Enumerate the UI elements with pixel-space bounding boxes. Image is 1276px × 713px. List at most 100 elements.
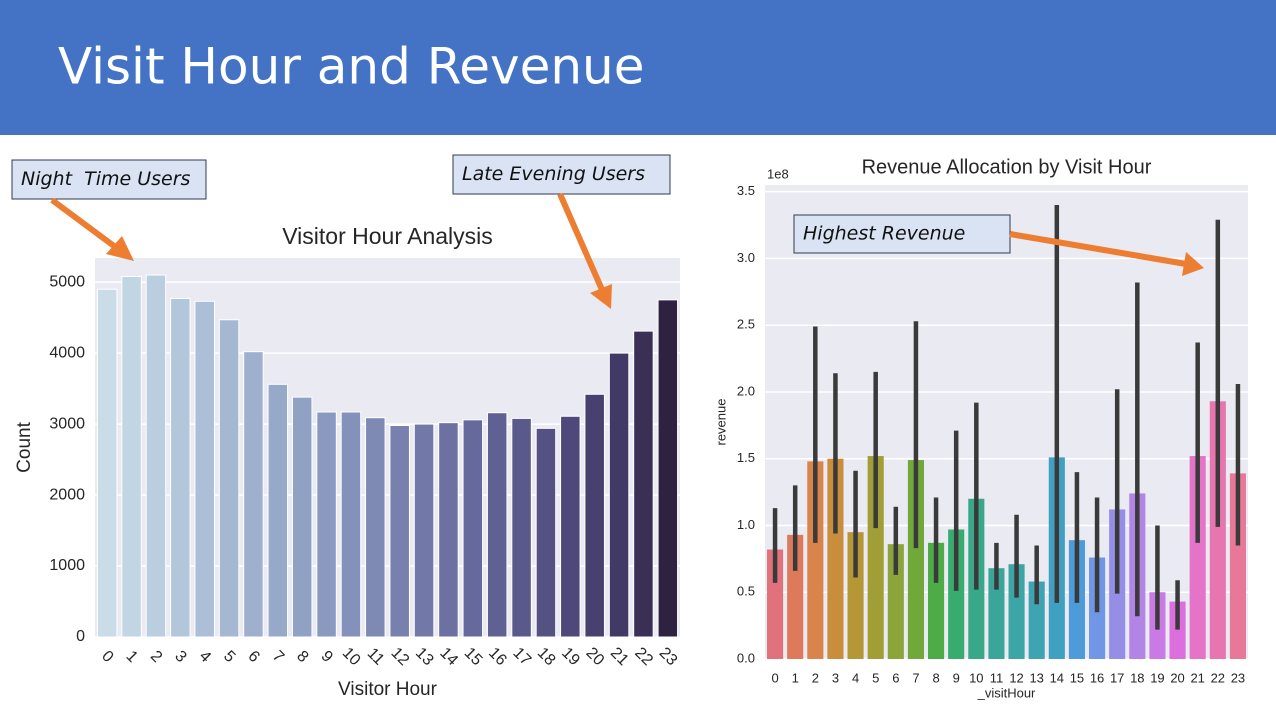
x-tick-label: 5 bbox=[872, 670, 879, 685]
callout-box bbox=[11, 159, 207, 200]
bar bbox=[535, 427, 557, 638]
y-tick-label: 3.5 bbox=[737, 183, 755, 198]
x-axis-label: Visitor Hour bbox=[338, 679, 438, 700]
bar bbox=[486, 412, 508, 638]
x-tick-label: 1 bbox=[123, 648, 141, 666]
bar bbox=[807, 461, 824, 659]
x-axis-label: _visitHour bbox=[977, 685, 1036, 700]
x-tick-label: 13 bbox=[412, 644, 437, 669]
arrow-head bbox=[590, 284, 612, 309]
bar bbox=[389, 424, 410, 638]
bar bbox=[948, 529, 965, 659]
y-tick-label: 4000 bbox=[49, 344, 85, 361]
y-tick-label: 0.5 bbox=[737, 584, 755, 599]
bar bbox=[170, 297, 191, 638]
x-tick-label: 7 bbox=[269, 648, 287, 666]
bar bbox=[438, 422, 459, 638]
callout-box bbox=[793, 214, 1011, 254]
bar bbox=[1169, 601, 1186, 659]
arrow bbox=[557, 192, 606, 294]
y-tick-label: 1.0 bbox=[737, 517, 755, 532]
callout-text: Night Time Users bbox=[21, 168, 191, 190]
x-tick-label: 19 bbox=[558, 644, 583, 669]
arrow bbox=[50, 197, 120, 252]
bar bbox=[194, 300, 215, 638]
x-tick-label: 3 bbox=[832, 670, 839, 685]
y-tick-label: 3000 bbox=[49, 415, 85, 432]
x-tick-label: 16 bbox=[485, 644, 510, 669]
bar bbox=[365, 417, 386, 638]
arrow-head bbox=[1182, 252, 1204, 276]
bar bbox=[291, 396, 313, 638]
x-tick-label: 2 bbox=[147, 648, 165, 666]
bar bbox=[867, 456, 884, 659]
x-tick-label: 14 bbox=[1050, 670, 1064, 685]
bar bbox=[121, 275, 142, 638]
x-tick-label: 10 bbox=[969, 670, 983, 685]
x-tick-label: 18 bbox=[534, 644, 559, 669]
bar bbox=[1028, 581, 1045, 659]
arrow bbox=[1009, 231, 1187, 267]
y-tick-label: 0 bbox=[76, 628, 85, 645]
bar bbox=[584, 393, 605, 638]
bar bbox=[633, 330, 654, 638]
x-tick-label: 9 bbox=[953, 670, 960, 685]
bar bbox=[96, 288, 118, 638]
plot-area bbox=[95, 258, 680, 637]
y-tick-label: 5000 bbox=[49, 273, 85, 290]
bar bbox=[657, 299, 679, 638]
x-tick-label: 15 bbox=[461, 644, 486, 669]
y-tick-label: 1000 bbox=[49, 557, 85, 574]
bar bbox=[218, 319, 240, 638]
chart-title: Visitor Hour Analysis bbox=[282, 223, 493, 249]
chart-title: Revenue Allocation by Visit Hour bbox=[862, 156, 1152, 178]
x-tick-label: 17 bbox=[1110, 670, 1124, 685]
bar bbox=[316, 411, 337, 638]
bar bbox=[145, 274, 167, 638]
bar bbox=[267, 383, 289, 638]
x-tick-label: 12 bbox=[388, 644, 413, 669]
x-tick-label: 23 bbox=[1231, 670, 1245, 685]
x-tick-label: 13 bbox=[1029, 670, 1043, 685]
bar bbox=[1008, 564, 1025, 659]
bar bbox=[560, 415, 581, 638]
bar bbox=[928, 542, 945, 659]
x-tick-label: 10 bbox=[339, 644, 364, 669]
x-tick-label: 14 bbox=[436, 644, 461, 669]
x-tick-label: 20 bbox=[1170, 670, 1184, 685]
bar bbox=[340, 411, 362, 638]
x-tick-label: 6 bbox=[244, 648, 262, 666]
x-tick-label: 6 bbox=[892, 670, 899, 685]
y-tick-label: 2.5 bbox=[737, 317, 755, 332]
bar bbox=[1189, 456, 1206, 659]
plot-area bbox=[765, 185, 1248, 659]
x-tick-label: 17 bbox=[509, 644, 534, 669]
y-tick-label: 1.5 bbox=[737, 450, 755, 465]
bar bbox=[1229, 473, 1246, 659]
x-tick-label: 3 bbox=[171, 648, 189, 666]
x-tick-label: 0 bbox=[98, 648, 116, 666]
x-tick-label: 16 bbox=[1090, 670, 1104, 685]
y-tick-label: 3.0 bbox=[737, 250, 755, 265]
x-tick-label: 15 bbox=[1070, 670, 1084, 685]
bar bbox=[1209, 401, 1226, 659]
y-tick-label: 2000 bbox=[49, 486, 85, 503]
x-tick-label: 18 bbox=[1130, 670, 1144, 685]
x-tick-label: 0 bbox=[771, 670, 778, 685]
x-tick-label: 8 bbox=[932, 670, 939, 685]
x-tick-label: 8 bbox=[293, 648, 311, 666]
x-tick-label: 21 bbox=[607, 644, 632, 669]
bar bbox=[827, 458, 844, 659]
slide-title: Visit Hour and Revenue bbox=[58, 38, 644, 96]
x-tick-label: 11 bbox=[990, 670, 1004, 685]
bar bbox=[413, 423, 435, 638]
x-tick-label: 23 bbox=[656, 644, 681, 669]
y-tick-label: 2.0 bbox=[737, 383, 755, 398]
x-tick-label: 4 bbox=[852, 670, 859, 685]
axis-offset-label: 1e8 bbox=[767, 166, 789, 181]
x-tick-label: 22 bbox=[1211, 670, 1225, 685]
x-tick-label: 7 bbox=[912, 670, 919, 685]
bar bbox=[907, 460, 924, 659]
y-axis-label: Count bbox=[14, 421, 35, 472]
